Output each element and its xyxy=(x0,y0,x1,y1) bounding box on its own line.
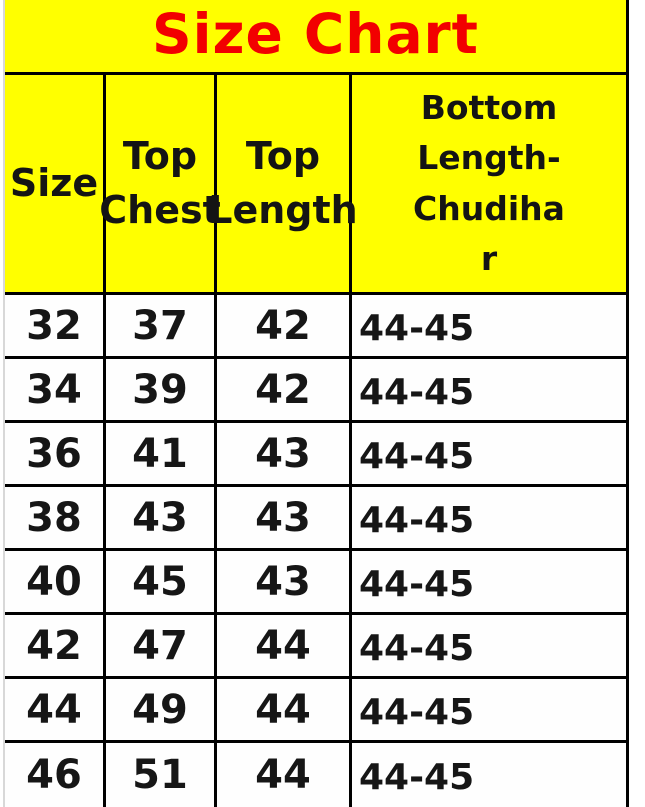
table-title-row: Size Chart xyxy=(5,0,626,75)
cell-size: 32 xyxy=(5,295,106,356)
table-body: 32 37 42 44-45 34 39 42 44-45 36 41 43 4… xyxy=(5,295,626,807)
cell-bottom-length: 44-45 xyxy=(359,757,475,798)
table-row: 34 39 42 44-45 xyxy=(5,359,626,423)
header-cell-top-length: Top Length xyxy=(208,75,358,292)
cell-bottom-length: 44-45 xyxy=(359,499,475,541)
header-cell-bottom-length-chudihar: Bottom Length- Chudiha r xyxy=(413,88,565,278)
cell-top-chest: 37 xyxy=(106,295,217,356)
cell-bottom-length: 44-45 xyxy=(359,307,475,349)
header-cell-size: Size xyxy=(5,75,106,292)
table-title: Size Chart xyxy=(152,1,479,66)
cell-top-chest: 47 xyxy=(106,615,217,676)
cell-top-chest: 43 xyxy=(106,487,217,548)
cell-bottom-length: 44-45 xyxy=(359,371,475,413)
table-header-row: Size Top Chest Top Length Bottom Length-… xyxy=(5,75,626,295)
table-row: 42 47 44 44-45 xyxy=(5,615,626,679)
cell-top-length: 44 xyxy=(217,615,352,676)
cell-top-chest: 51 xyxy=(106,743,217,807)
cell-size: 44 xyxy=(5,679,106,740)
cell-top-chest: 39 xyxy=(106,359,217,420)
header-cell-top-chest: Top Chest xyxy=(99,75,221,292)
cell-size: 40 xyxy=(5,551,106,612)
table-row: 46 51 44 44-45 xyxy=(5,743,626,807)
cell-top-length: 44 xyxy=(217,743,352,807)
table-row: 36 41 43 44-45 xyxy=(5,423,626,487)
cell-size: 36 xyxy=(5,423,106,484)
cell-bottom-length: 44-45 xyxy=(359,627,475,669)
size-chart-table: Size Chart Size Top Chest Top Length Bot… xyxy=(3,0,629,807)
cell-bottom-length: 44-45 xyxy=(359,435,475,477)
table-row: 32 37 42 44-45 xyxy=(5,295,626,359)
table-row: 44 49 44 44-45 xyxy=(5,679,626,743)
cell-top-length: 43 xyxy=(217,423,352,484)
cell-top-length: 42 xyxy=(217,359,352,420)
cell-top-length: 43 xyxy=(217,551,352,612)
cell-size: 46 xyxy=(5,743,106,807)
cell-top-length: 44 xyxy=(217,679,352,740)
cell-bottom-length: 44-45 xyxy=(359,691,475,733)
cell-size: 34 xyxy=(5,359,106,420)
cell-top-chest: 49 xyxy=(106,679,217,740)
cell-top-chest: 41 xyxy=(106,423,217,484)
cell-bottom-length: 44-45 xyxy=(359,563,475,605)
cell-size: 42 xyxy=(5,615,106,676)
cell-top-chest: 45 xyxy=(106,551,217,612)
table-row: 38 43 43 44-45 xyxy=(5,487,626,551)
cell-top-length: 42 xyxy=(217,295,352,356)
table-row: 40 45 43 44-45 xyxy=(5,551,626,615)
cell-top-length: 43 xyxy=(217,487,352,548)
cell-size: 38 xyxy=(5,487,106,548)
